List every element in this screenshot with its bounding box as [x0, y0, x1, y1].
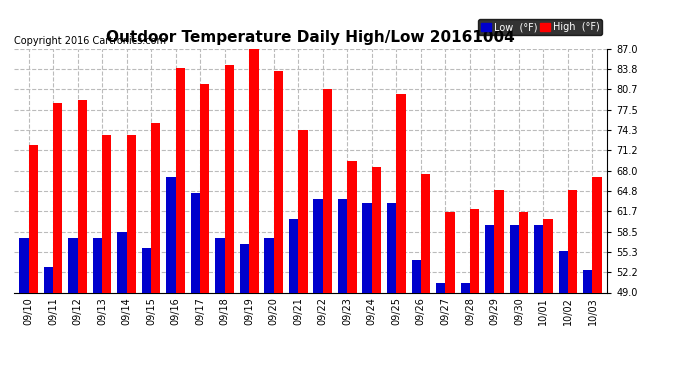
Title: Outdoor Temperature Daily High/Low 20161004: Outdoor Temperature Daily High/Low 20161…	[106, 30, 515, 45]
Text: Copyright 2016 Cartronics.com: Copyright 2016 Cartronics.com	[14, 36, 166, 46]
Bar	[313, 200, 323, 292]
Bar	[387, 203, 396, 292]
Bar	[176, 68, 185, 292]
Bar	[583, 270, 593, 292]
Bar	[485, 225, 495, 292]
Bar	[559, 251, 568, 292]
Bar	[568, 190, 578, 292]
Bar	[102, 135, 111, 292]
Bar	[92, 238, 102, 292]
Bar	[151, 123, 161, 292]
Bar	[436, 283, 445, 292]
Bar	[225, 65, 234, 292]
Legend: Low  (°F), High  (°F): Low (°F), High (°F)	[478, 20, 602, 35]
Bar	[249, 49, 259, 292]
Bar	[323, 89, 332, 292]
Bar	[200, 84, 210, 292]
Bar	[298, 130, 308, 292]
Bar	[166, 177, 176, 292]
Bar	[347, 161, 357, 292]
Bar	[593, 177, 602, 292]
Bar	[126, 135, 136, 292]
Bar	[510, 225, 519, 292]
Bar	[142, 248, 151, 292]
Bar	[274, 71, 283, 292]
Bar	[544, 219, 553, 292]
Bar	[191, 193, 200, 292]
Bar	[289, 219, 298, 292]
Bar	[445, 212, 455, 292]
Bar	[264, 238, 274, 292]
Bar	[77, 100, 87, 292]
Bar	[460, 283, 470, 292]
Bar	[495, 190, 504, 292]
Bar	[534, 225, 544, 292]
Bar	[372, 167, 381, 292]
Bar	[19, 238, 28, 292]
Bar	[338, 200, 347, 292]
Bar	[28, 145, 38, 292]
Bar	[215, 238, 225, 292]
Bar	[470, 209, 479, 292]
Bar	[421, 174, 430, 292]
Bar	[68, 238, 77, 292]
Bar	[519, 212, 529, 292]
Bar	[396, 94, 406, 292]
Bar	[117, 231, 126, 292]
Bar	[362, 203, 372, 292]
Bar	[43, 267, 53, 292]
Bar	[240, 244, 249, 292]
Bar	[53, 103, 62, 292]
Bar	[411, 260, 421, 292]
